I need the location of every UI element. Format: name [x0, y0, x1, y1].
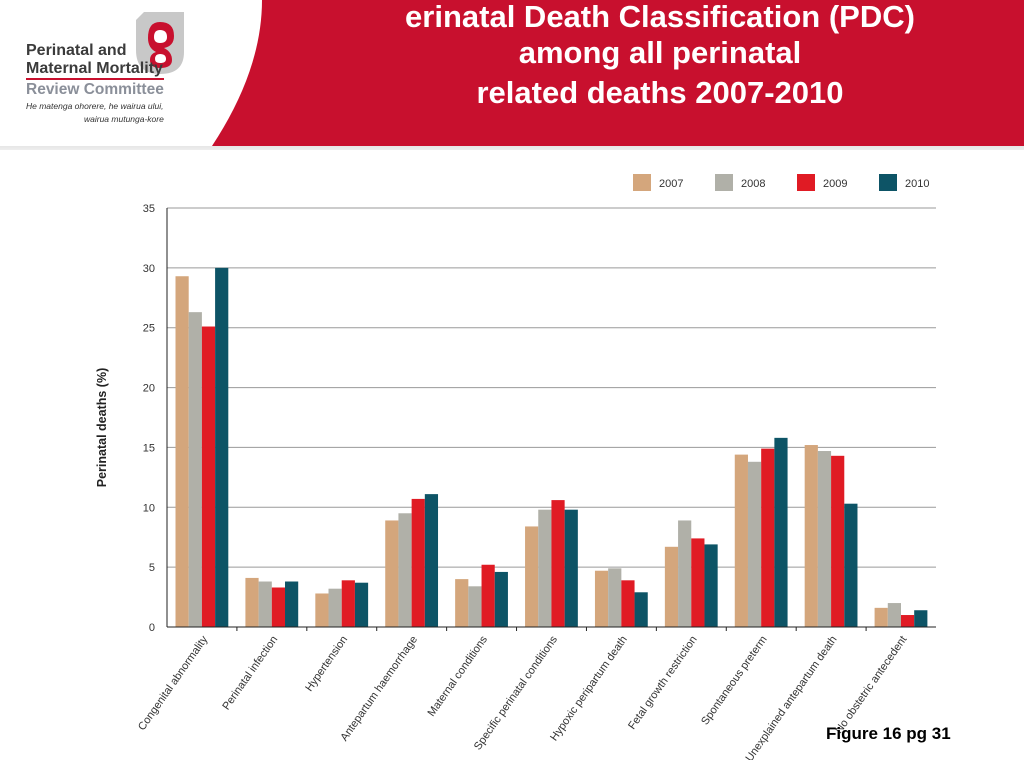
legend-swatch-2009	[797, 174, 815, 191]
bar-2007	[245, 577, 259, 627]
bar-2010	[634, 592, 648, 627]
y-tick-label: 20	[143, 383, 155, 395]
bar-2008	[398, 513, 412, 627]
bar-2007	[804, 445, 818, 627]
figure-caption: Figure 16 pg 31	[826, 724, 951, 743]
bar-2009	[341, 580, 355, 627]
legend-swatch-2010	[879, 174, 897, 191]
y-tick-label: 0	[149, 622, 155, 634]
bar-2009	[761, 448, 775, 627]
legend-label: 2010	[905, 178, 929, 190]
bar-2009	[481, 564, 495, 627]
bar-2009	[271, 587, 286, 627]
bar-2007	[664, 546, 679, 627]
bar-2007	[385, 520, 399, 627]
legend-swatch-2008	[715, 174, 733, 191]
bar-2008	[817, 451, 832, 627]
bar-2010	[354, 582, 369, 627]
legend-label: 2007	[659, 178, 683, 190]
bar-2010	[844, 503, 858, 627]
bar-2009	[621, 580, 635, 627]
bar-2007	[594, 570, 609, 627]
bar-2008	[258, 581, 272, 627]
legend-swatch-2007	[633, 174, 651, 191]
title-line-3: related deaths 2007-2010	[476, 75, 844, 110]
bar-2007	[734, 454, 748, 627]
bar-2009	[900, 615, 915, 627]
banner-background	[0, 0, 1024, 150]
y-tick-label: 25	[143, 323, 155, 335]
bar-2007	[175, 276, 189, 627]
bar-2009	[551, 500, 565, 627]
bar-2008	[678, 520, 692, 627]
x-tick-label: Fetal growth restriction	[626, 634, 700, 732]
bar-2007	[315, 593, 329, 627]
x-tick-label: Perinatal infection	[220, 634, 280, 713]
x-tick-label: Hypertension	[303, 634, 350, 694]
header-banner: Perinatal and Maternal Mortality Review …	[0, 0, 1024, 150]
logo-line-2: Maternal Mortality	[26, 60, 163, 77]
logo-tagline-2: wairua mutunga-kore	[84, 114, 164, 124]
bar-2010	[774, 437, 788, 627]
logo: Perinatal and Maternal Mortality Review …	[26, 42, 196, 125]
y-tick-label: 35	[143, 203, 155, 215]
y-tick-label: 15	[143, 442, 155, 454]
x-tick-label: Maternal conditions	[426, 633, 491, 718]
x-tick-label: Congenital abnormality	[136, 633, 211, 732]
page-title: erinatal Death Classification (PDC) amon…	[230, 0, 1024, 120]
bar-2010	[914, 610, 928, 627]
bar-2008	[328, 588, 342, 627]
bar-2010	[494, 571, 508, 627]
y-tick-label: 30	[143, 263, 155, 275]
bar-2010	[564, 509, 578, 627]
bar-2008	[468, 586, 482, 627]
bar-2009	[831, 455, 845, 627]
x-tick-label: Spontaneous preterm	[699, 634, 770, 728]
bar-2008	[608, 568, 622, 627]
title-line-2: among all perinatal	[518, 35, 802, 70]
bar-2007	[525, 526, 539, 627]
legend-label: 2008	[741, 178, 765, 190]
x-tick-label: Hypoxic peripartum death	[548, 634, 630, 744]
bar-2010	[704, 544, 718, 627]
bar-2007	[874, 607, 888, 627]
x-tick-label: Antepartum haemorrhage	[338, 634, 420, 744]
chart-panel: 0 5 10 15 20 25 30 35 Perinatal deaths (%) Congen…	[86, 160, 936, 760]
logo-tagline-1: He matenga ohorere, he wairua ului,	[26, 101, 164, 111]
bar-2007	[455, 579, 469, 627]
bar-2009	[691, 538, 705, 627]
bar-2009	[201, 326, 216, 627]
bar-2008	[887, 603, 901, 627]
bar-2008	[747, 461, 762, 627]
bar-2010	[285, 581, 299, 627]
x-tick-label: No obstetric antecedent	[833, 634, 909, 736]
bar-2008	[188, 312, 202, 627]
y-tick-label: 10	[143, 502, 155, 514]
bar-2008	[538, 509, 552, 627]
y-tick-label: 5	[149, 562, 155, 574]
bar-chart: 0 5 10 15 20 25 30 35 Perinatal deaths (%) Congen…	[95, 174, 936, 760]
y-axis-title: Perinatal deaths (%)	[95, 368, 109, 487]
bar-2010	[215, 267, 229, 627]
logo-line-3: Review Committee	[26, 78, 164, 99]
x-tick-label: Specific perinatal conditions	[472, 633, 560, 752]
bar-2010	[424, 494, 439, 627]
title-line-1: erinatal Death Classification (PDC)	[405, 0, 915, 34]
bar-2009	[411, 498, 425, 627]
legend-label: 2009	[823, 178, 847, 190]
logo-line-1: Perinatal and	[26, 42, 127, 59]
